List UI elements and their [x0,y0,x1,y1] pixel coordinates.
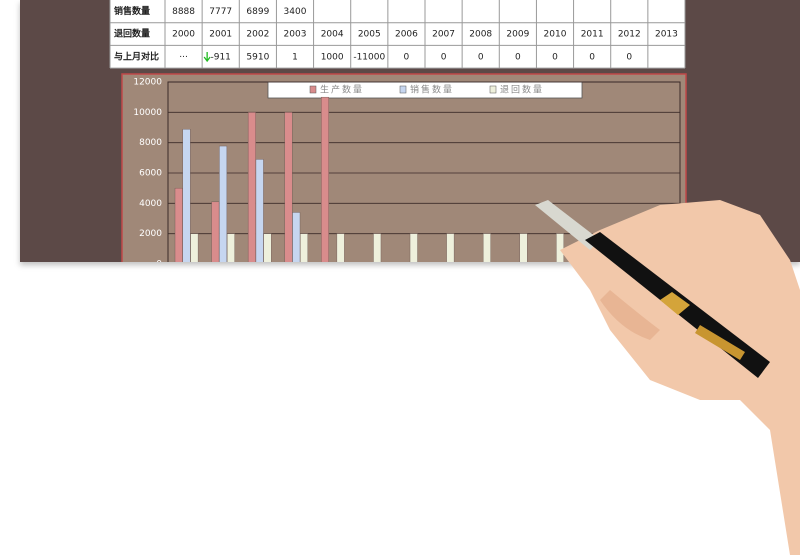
y-tick-label: 12000 [133,78,162,88]
finger [600,290,660,340]
bar [284,112,293,262]
table-cell: 2012 [618,30,641,40]
table-cell: 3400 [284,7,307,17]
table-bg [110,0,685,68]
pen-clip [695,325,745,360]
bar [182,128,191,262]
table-cell: 2002 [246,30,269,40]
legend-swatch [309,85,317,94]
bar [446,233,455,262]
down-arrow [203,52,211,63]
y-tick-label: 0 [156,260,162,270]
row-label: 与上月对比 [114,50,159,62]
bar [219,145,228,262]
y-tick-label: 6000 [139,169,162,179]
bar [373,233,382,262]
bar [263,233,272,262]
legend-swatch [399,85,407,94]
hand-skin [560,200,800,555]
bar [519,233,528,262]
table-cell: ··· [179,52,188,62]
table-cell: 0 [552,52,558,62]
table-cell: 0 [404,52,410,62]
bar [409,233,418,262]
table-cell: 8888 [172,7,195,17]
table-cell: 1 [292,52,298,62]
sheet-content: 销售数量 8888 7777 6899 3400 退回数量 2000 2001 2002 2003… [109,0,687,270]
bar [321,96,329,262]
table-cell: -11000 [353,52,385,62]
table-cell: 0 [589,52,595,62]
table-cell: 5910 [246,52,269,62]
legend-label: 退回数量 [500,84,544,96]
table-cell: 2000 [172,30,195,40]
table-cell: 2005 [358,30,381,40]
table-cell: 7777 [209,7,232,17]
table-cell: 2008 [469,30,492,40]
legend-label: 销售数量 [410,84,454,96]
table-cell: 1000 [321,52,344,62]
table-cell: 2004 [321,30,344,40]
row-label: 退回数量 [114,28,150,40]
bar [336,233,345,262]
bar [226,233,235,262]
legend-swatch [489,85,497,94]
y-tick-label: 10000 [133,108,162,118]
table-cell: 2003 [284,30,307,40]
pen-nib [535,200,600,250]
table-cell: 0 [515,52,521,62]
table-cell: 6899 [246,7,269,17]
row-label: 销售数量 [114,5,150,17]
table-cell: -911 [210,52,230,62]
bar [255,159,264,262]
hand [535,200,800,555]
bar [211,201,220,262]
pen-band [660,292,690,315]
y-tick-label: 8000 [139,138,162,148]
y-tick-label: 2000 [139,229,162,239]
table-cell: 2013 [655,30,678,40]
table-cell: 2011 [581,30,604,40]
table-cell: 2010 [544,30,567,40]
legend-label: 生产数量 [320,84,364,96]
bar [174,187,183,262]
table-cell: 2001 [209,30,232,40]
y-tick-label: 4000 [139,199,162,209]
table-cell: 0 [626,52,632,62]
table-cell: 0 [441,52,447,62]
table-cell: 2006 [395,30,418,40]
table-cell: 0 [478,52,484,62]
table-cell: 2009 [506,30,529,40]
bar [247,112,256,262]
bar [482,233,491,262]
bar [292,212,301,262]
bar [190,233,199,262]
table-cell: 2007 [432,30,455,40]
bar [300,233,309,262]
